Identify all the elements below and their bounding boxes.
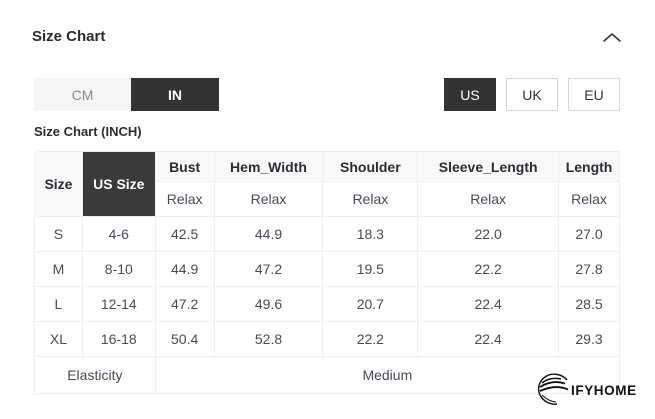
svg-text:IFYHOME: IFYHOME [571,383,637,398]
